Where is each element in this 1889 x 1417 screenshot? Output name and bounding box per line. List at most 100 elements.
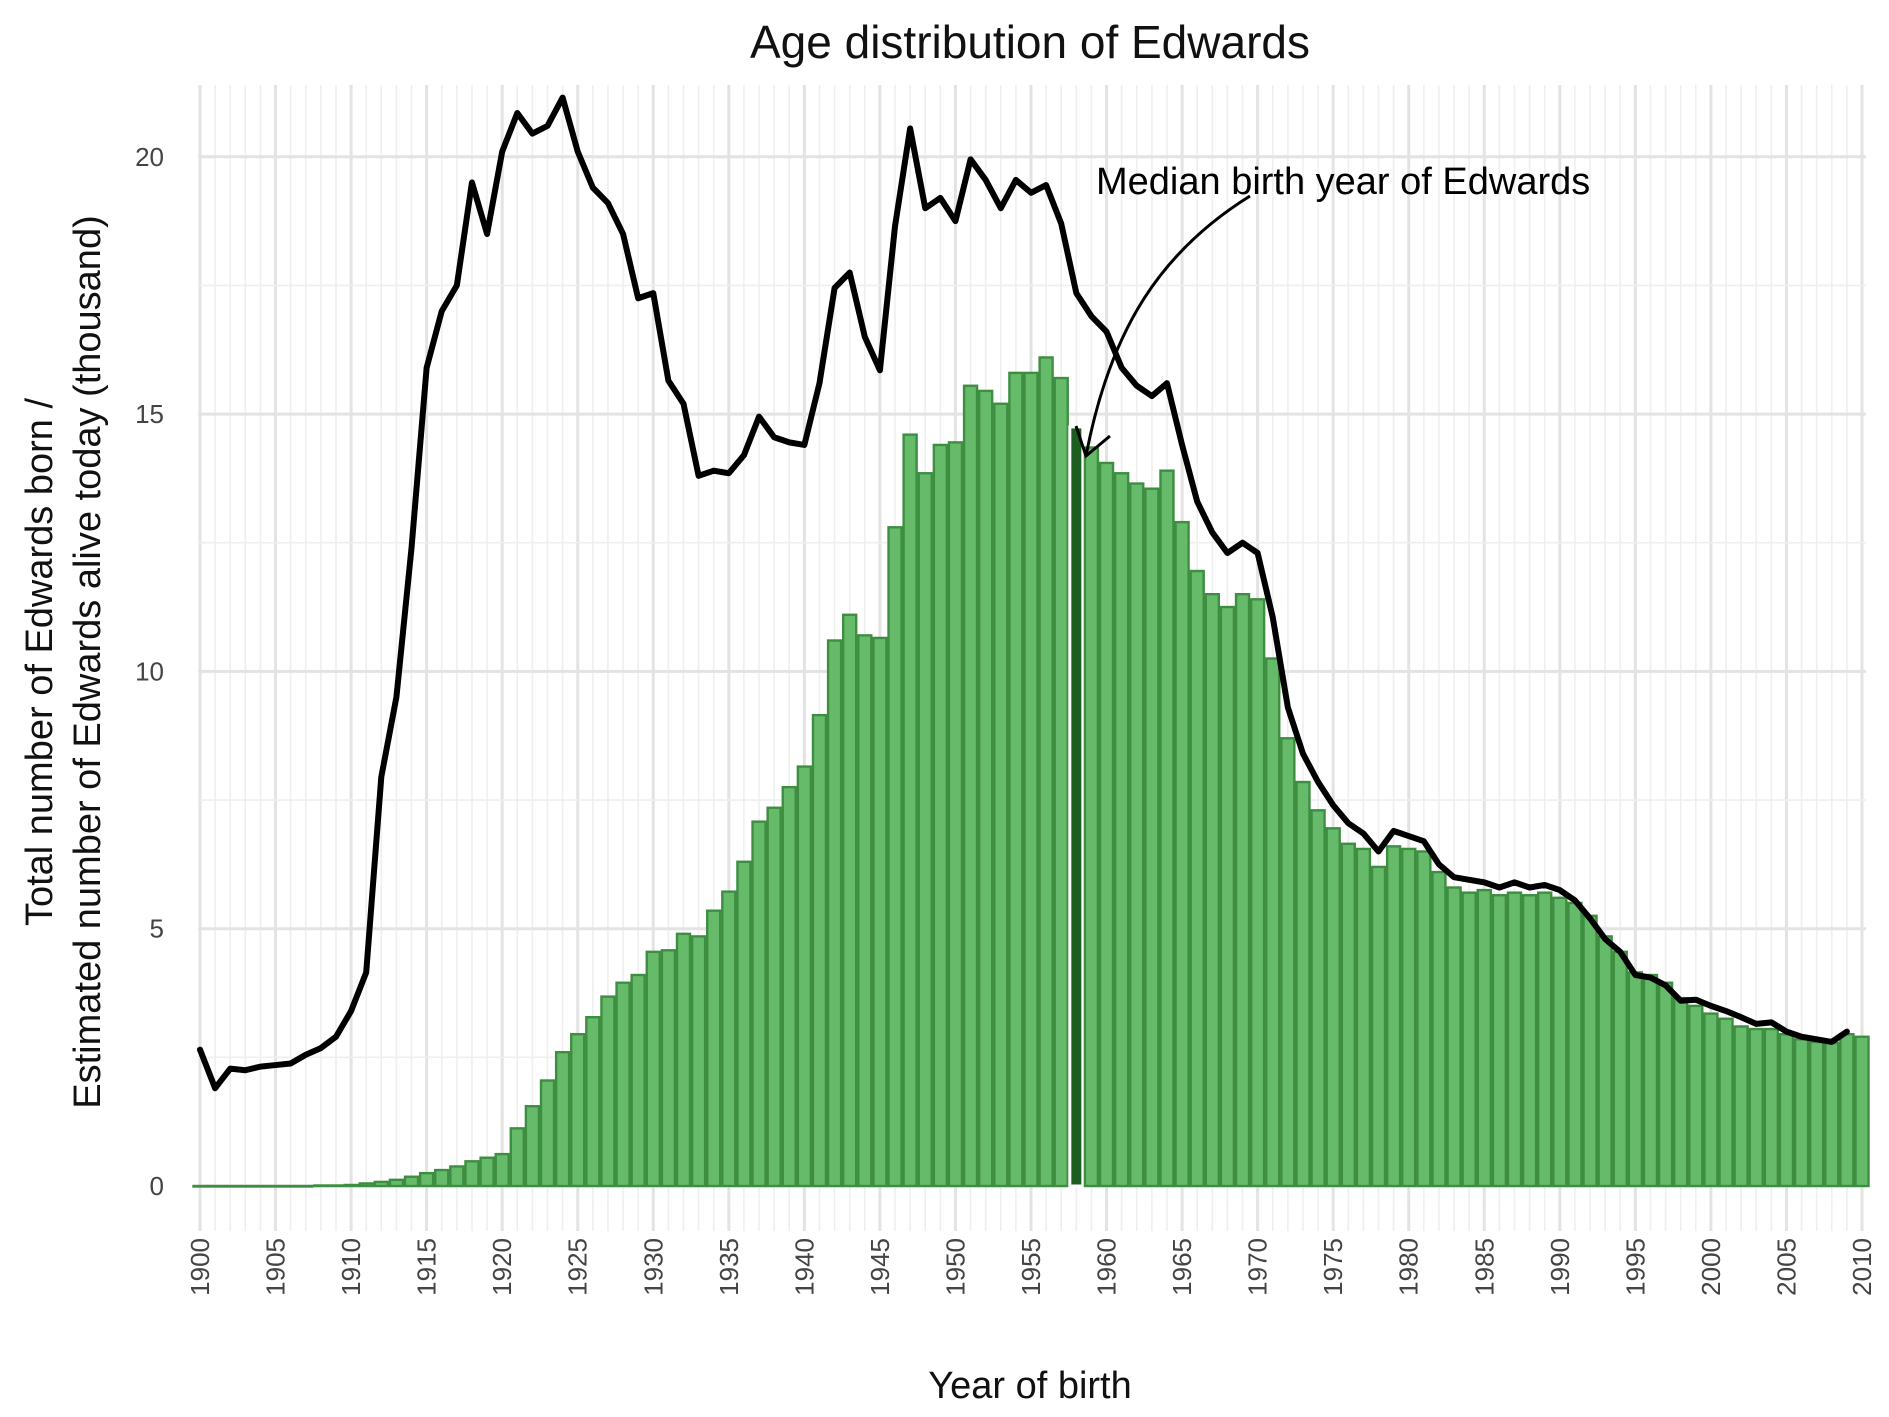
x-tick-label: 1920 bbox=[487, 1238, 517, 1296]
y-tick-label: 5 bbox=[150, 914, 164, 944]
bar-1978 bbox=[1370, 865, 1387, 1188]
bar-1945 bbox=[872, 636, 888, 1188]
bar-1921 bbox=[509, 1127, 525, 1188]
bar-1973 bbox=[1295, 780, 1311, 1188]
y-tick-label: 15 bbox=[135, 399, 164, 429]
x-tick-label: 1940 bbox=[789, 1238, 819, 1296]
bar-2009 bbox=[1839, 1032, 1855, 1188]
bar-1995 bbox=[1627, 971, 1644, 1188]
x-tick-label: 2005 bbox=[1771, 1238, 1801, 1296]
bar-1965 bbox=[1174, 520, 1190, 1188]
bar-1980 bbox=[1401, 847, 1417, 1188]
bar-1946 bbox=[887, 526, 903, 1188]
median-annotation-label: Median birth year of Edwards bbox=[1096, 161, 1590, 203]
bar-1982 bbox=[1431, 870, 1447, 1188]
bar-1957 bbox=[1053, 376, 1069, 1188]
x-tick-label: 1905 bbox=[261, 1238, 291, 1296]
bar-1924 bbox=[554, 1050, 571, 1188]
bar-1904 bbox=[252, 1184, 269, 1188]
x-tick-label: 2010 bbox=[1847, 1238, 1877, 1296]
bar-1959 bbox=[1083, 446, 1100, 1188]
y-tick-label: 20 bbox=[135, 142, 164, 172]
x-tick-label: 2000 bbox=[1696, 1238, 1726, 1296]
bar-1975 bbox=[1325, 827, 1341, 1188]
chart-title: Age distribution of Edwards bbox=[750, 16, 1310, 68]
bar-2002 bbox=[1733, 1025, 1749, 1188]
bar-1915 bbox=[418, 1171, 435, 1188]
bar-1941 bbox=[811, 713, 828, 1188]
bar-1920 bbox=[494, 1152, 510, 1188]
bar-1910 bbox=[343, 1183, 359, 1188]
bar-2007 bbox=[1808, 1040, 1825, 1188]
bar-1944 bbox=[857, 634, 873, 1188]
bar-1963 bbox=[1144, 487, 1160, 1188]
bar-1907 bbox=[298, 1184, 314, 1188]
bar-1969 bbox=[1234, 592, 1251, 1188]
bar-1934 bbox=[706, 909, 722, 1188]
bar-1933 bbox=[690, 935, 707, 1188]
bar-1956 bbox=[1038, 356, 1054, 1188]
x-tick-label: 1985 bbox=[1469, 1238, 1499, 1296]
x-tick-label: 1955 bbox=[1016, 1238, 1046, 1296]
bar-1912 bbox=[373, 1180, 390, 1188]
bar-1937 bbox=[751, 820, 767, 1188]
bar-2003 bbox=[1748, 1027, 1764, 1188]
x-tick-label: 1915 bbox=[412, 1238, 442, 1296]
bar-2010 bbox=[1854, 1035, 1870, 1188]
bar-1991 bbox=[1567, 901, 1583, 1188]
bar-1930 bbox=[645, 950, 661, 1188]
x-tick-label: 1945 bbox=[865, 1238, 895, 1296]
x-tick-label: 1930 bbox=[638, 1238, 668, 1296]
x-tick-label: 1990 bbox=[1545, 1238, 1575, 1296]
bar-1990 bbox=[1552, 896, 1568, 1188]
bar-1902 bbox=[222, 1184, 238, 1188]
bar-1926 bbox=[585, 1016, 601, 1188]
x-tick-label: 1965 bbox=[1167, 1238, 1197, 1296]
x-tick-label: 1975 bbox=[1318, 1238, 1348, 1296]
x-tick-label: 1925 bbox=[563, 1238, 593, 1296]
bars-series bbox=[192, 356, 1870, 1188]
bar-1968 bbox=[1219, 605, 1236, 1188]
bar-1985 bbox=[1476, 888, 1492, 1188]
bar-1931 bbox=[660, 949, 677, 1188]
bar-1905 bbox=[267, 1184, 284, 1188]
bar-1960 bbox=[1098, 461, 1115, 1188]
bar-1917 bbox=[449, 1165, 465, 1188]
bar-1950 bbox=[947, 441, 964, 1188]
bar-1981 bbox=[1416, 850, 1432, 1188]
bar-1986 bbox=[1491, 894, 1508, 1188]
bar-2004 bbox=[1763, 1027, 1780, 1188]
bar-1962 bbox=[1129, 482, 1145, 1188]
bar-1948 bbox=[917, 472, 933, 1188]
x-tick-label: 1950 bbox=[940, 1238, 970, 1296]
bar-2000 bbox=[1703, 1012, 1719, 1188]
bar-1900 bbox=[192, 1184, 208, 1188]
median-annotation: Median birth year of Edwards bbox=[1074, 161, 1590, 459]
bar-1911 bbox=[358, 1182, 374, 1188]
x-tick-label: 1995 bbox=[1620, 1238, 1650, 1296]
annotation-arrow bbox=[1084, 194, 1251, 457]
bar-1972 bbox=[1280, 737, 1296, 1188]
bar-1935 bbox=[721, 890, 737, 1188]
bar-1949 bbox=[932, 443, 949, 1188]
x-tick-label: 1970 bbox=[1243, 1238, 1273, 1296]
bar-1925 bbox=[570, 1032, 586, 1188]
bar-2005 bbox=[1778, 1032, 1795, 1188]
x-tick-label: 1935 bbox=[714, 1238, 744, 1296]
bar-1987 bbox=[1506, 891, 1523, 1188]
bar-1979 bbox=[1385, 845, 1402, 1188]
bar-1966 bbox=[1189, 569, 1205, 1188]
bar-1947 bbox=[902, 433, 918, 1188]
bar-1927 bbox=[600, 995, 616, 1188]
bar-1903 bbox=[237, 1184, 254, 1188]
bar-1996 bbox=[1642, 973, 1659, 1188]
bar-1954 bbox=[1008, 371, 1024, 1188]
total-born-line bbox=[197, 94, 1850, 1092]
bar-1919 bbox=[479, 1156, 495, 1188]
bar-1913 bbox=[388, 1178, 405, 1188]
bar-1988 bbox=[1521, 894, 1538, 1188]
bar-1977 bbox=[1355, 847, 1372, 1188]
x-axis-ticks: 1900 1905 1910 1915 1920 1925 1930 1935 1940 1945… bbox=[185, 1238, 1877, 1296]
bar-1923 bbox=[539, 1079, 556, 1188]
bar-1997 bbox=[1657, 981, 1674, 1188]
